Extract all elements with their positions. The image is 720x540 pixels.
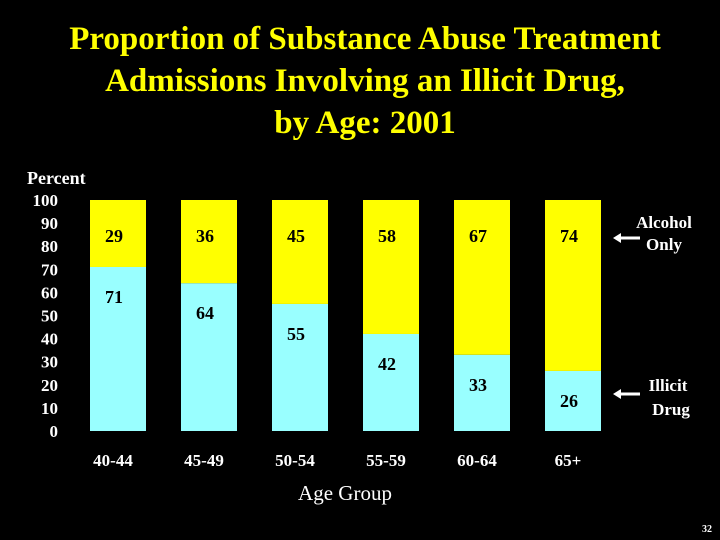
bar-alcohol-only bbox=[272, 200, 328, 304]
y-axis-label: Percent bbox=[27, 168, 86, 188]
bar-alcohol-only bbox=[545, 200, 601, 371]
x-tick-label: 55-59 bbox=[366, 451, 406, 470]
x-axis-ticks: 40-44 45-49 50-54 55-59 60-64 65+ bbox=[93, 451, 581, 470]
data-label-alcohol-only: 29 bbox=[105, 226, 123, 246]
bar-illicit-drug bbox=[545, 370, 601, 431]
data-label-illicit-drug: 71 bbox=[105, 287, 123, 307]
bar-illicit-drug bbox=[90, 266, 146, 431]
y-tick-label: 80 bbox=[41, 237, 58, 256]
legend-alcohol-label-line-2: Only bbox=[646, 235, 682, 254]
legend-alcohol: Alcohol Only bbox=[613, 213, 692, 254]
bar-illicit-drug bbox=[272, 303, 328, 431]
legend-illicit-label-line-2: Drug bbox=[652, 400, 690, 419]
data-label-illicit-drug: 64 bbox=[196, 303, 214, 323]
x-tick-label: 60-64 bbox=[457, 451, 497, 470]
y-tick-label: 90 bbox=[41, 214, 58, 233]
title-line-2: Admissions Involving an Illicit Drug, bbox=[105, 63, 625, 99]
x-tick-label: 45-49 bbox=[184, 451, 224, 470]
bars: 71 29 64 36 55 45 42 58 33 67 26 74 bbox=[90, 200, 601, 431]
data-label-alcohol-only: 58 bbox=[378, 226, 396, 246]
y-tick-label: 100 bbox=[33, 191, 59, 210]
y-tick-label: 10 bbox=[41, 399, 58, 418]
y-axis-ticks: 0 10 20 30 40 50 60 70 80 90 100 bbox=[33, 191, 59, 441]
legend-alcohol-label-line-1: Alcohol bbox=[636, 213, 692, 232]
y-tick-label: 70 bbox=[41, 260, 58, 279]
y-tick-label: 30 bbox=[41, 353, 58, 372]
legend-illicit-arrow-head bbox=[613, 389, 621, 399]
x-axis-label: Age Group bbox=[298, 481, 392, 505]
y-tick-label: 20 bbox=[41, 376, 58, 395]
data-label-alcohol-only: 74 bbox=[560, 226, 578, 246]
data-label-alcohol-only: 67 bbox=[469, 226, 487, 246]
legend-illicit: Illicit Drug bbox=[613, 376, 690, 419]
bar-illicit-drug bbox=[454, 354, 510, 431]
legend-illicit-label-line-1: Illicit bbox=[649, 376, 688, 395]
page-number: 32 bbox=[702, 524, 712, 535]
title-line-3: by Age: 2001 bbox=[274, 105, 456, 141]
legend-alcohol-arrow-head bbox=[613, 233, 621, 243]
x-tick-label: 65+ bbox=[555, 451, 582, 470]
bar-alcohol-only bbox=[181, 200, 237, 284]
data-label-alcohol-only: 45 bbox=[287, 226, 305, 246]
y-tick-label: 40 bbox=[41, 330, 58, 349]
bar-illicit-drug bbox=[363, 333, 419, 431]
bar-alcohol-only bbox=[90, 200, 146, 267]
bar-illicit-drug bbox=[181, 283, 237, 431]
data-label-illicit-drug: 26 bbox=[560, 391, 578, 411]
y-tick-label: 60 bbox=[41, 283, 58, 302]
bar-alcohol-only bbox=[363, 200, 419, 334]
data-label-illicit-drug: 55 bbox=[287, 324, 305, 344]
bar-alcohol-only bbox=[454, 200, 510, 355]
title-line-1: Proportion of Substance Abuse Treatment bbox=[69, 21, 661, 57]
data-label-illicit-drug: 33 bbox=[469, 375, 487, 395]
data-label-alcohol-only: 36 bbox=[196, 226, 214, 246]
x-tick-label: 40-44 bbox=[93, 451, 133, 470]
y-tick-label: 50 bbox=[41, 307, 58, 326]
y-tick-label: 0 bbox=[50, 422, 59, 441]
data-label-illicit-drug: 42 bbox=[378, 354, 396, 374]
x-tick-label: 50-54 bbox=[275, 451, 315, 470]
